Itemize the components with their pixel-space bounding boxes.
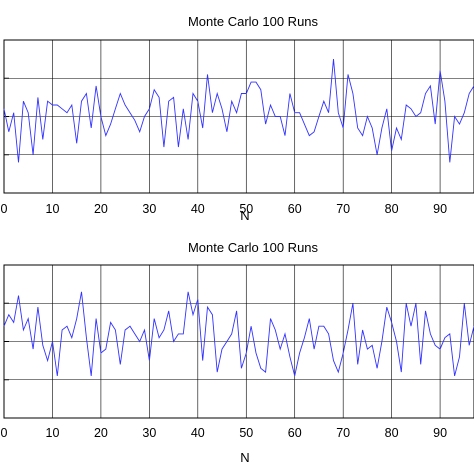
x-tick-label: 20 [94,426,108,440]
x-tick-label: 30 [142,426,156,440]
chart-title-top: Monte Carlo 100 Runs [188,14,319,29]
x-tick-label: 90 [433,202,447,216]
x-tick-label: 50 [239,202,253,216]
x-tick-label: 0 [1,202,8,216]
series-line [3,291,474,377]
x-axis-label-top: N [240,208,249,223]
chart-panel-bottom: Monte Carlo 100 Runs 0 10 20 30 40 50 60 70 80 90… [1,240,474,465]
x-tick-label: 50 [239,426,253,440]
x-tick-label: 20 [94,202,108,216]
x-tick-label: 60 [288,202,302,216]
plot-frame [3,264,474,419]
x-tick-label: 10 [46,426,60,440]
x-tick-label: 30 [142,202,156,216]
x-tick-label: 0 [1,426,8,440]
plot-frame [3,39,474,194]
plot-area-top: 0 10 20 30 40 50 60 70 80 90 [1,39,474,216]
chart-title-bottom: Monte Carlo 100 Runs [188,240,319,255]
x-tick-label: 80 [385,202,399,216]
series-line [3,59,474,163]
x-axis-label-bottom: N [240,450,249,465]
x-tick-label: 80 [385,426,399,440]
x-tick-label: 60 [288,426,302,440]
plot-area-bottom: 0 10 20 30 40 50 60 70 80 90 [1,264,474,440]
x-tick-label: 10 [46,202,60,216]
x-tick-label: 70 [336,426,350,440]
chart-panel-top: Monte Carlo 100 Runs 0 10 20 30 40 50 60 70 80 90… [1,14,474,223]
x-tick-label: 40 [191,426,205,440]
x-tick-label: 70 [336,202,350,216]
x-tick-label: 90 [433,426,447,440]
x-tick-label: 40 [191,202,205,216]
